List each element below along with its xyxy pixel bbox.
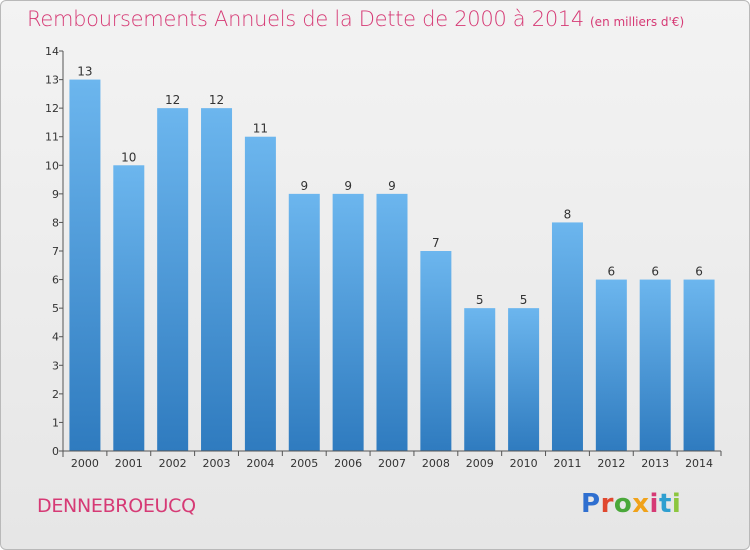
bar (508, 308, 540, 451)
bar-value-label: 10 (121, 150, 136, 164)
logo-letter: P (581, 489, 601, 519)
y-tick-label: 3 (52, 359, 59, 372)
bar (551, 222, 583, 451)
y-tick-label: 4 (52, 331, 59, 344)
bar (420, 251, 452, 451)
bar-value-label: 11 (253, 122, 268, 136)
x-tick-label: 2004 (246, 457, 274, 470)
bar (639, 279, 671, 451)
bar (683, 279, 715, 451)
bar-value-label: 6 (651, 265, 659, 279)
chart-unit-text: (en milliers d'€) (590, 15, 685, 29)
x-tick-label: 2000 (71, 457, 99, 470)
y-tick-label: 1 (52, 416, 59, 429)
bar (69, 79, 101, 452)
y-tick-label: 7 (52, 245, 59, 258)
logo-letter: r (600, 489, 614, 519)
y-tick-label: 8 (52, 216, 59, 229)
chart-title-text: Remboursements Annuels de la Dette de 20… (27, 7, 584, 31)
y-tick-label: 11 (45, 131, 59, 144)
logo-letter: x (632, 489, 650, 519)
bar (113, 165, 145, 452)
y-tick-label: 6 (52, 274, 59, 287)
bar (244, 136, 276, 451)
y-tick-label: 14 (45, 45, 59, 58)
logo-letter: o (613, 489, 633, 519)
x-tick-label: 2014 (685, 457, 713, 470)
x-tick-label: 2009 (466, 457, 494, 470)
bar-value-label: 9 (300, 179, 308, 193)
logo-letter: i (671, 489, 682, 519)
bar-value-label: 8 (564, 207, 572, 221)
x-tick-label: 2010 (510, 457, 538, 470)
bar (332, 193, 364, 451)
x-tick-label: 2007 (378, 457, 406, 470)
x-tick-label: 2006 (334, 457, 362, 470)
bar (201, 108, 233, 452)
commune-name: DENNEBROEUCQ (37, 495, 196, 517)
proxiti-logo: Proxiti (581, 489, 681, 519)
bar (595, 279, 627, 451)
x-tick-label: 2008 (422, 457, 450, 470)
bar-value-label: 12 (165, 93, 180, 107)
bar-value-label: 9 (388, 179, 396, 193)
x-tick-label: 2012 (597, 457, 625, 470)
x-tick-label: 2005 (290, 457, 318, 470)
bar-value-label: 13 (77, 65, 92, 79)
y-tick-label: 2 (52, 388, 59, 401)
x-tick-label: 2003 (203, 457, 231, 470)
bar (288, 193, 320, 451)
y-tick-label: 13 (45, 74, 59, 87)
bar-value-label: 6 (695, 265, 703, 279)
y-tick-label: 5 (52, 302, 59, 315)
y-tick-label: 9 (52, 188, 59, 201)
logo-letter: t (658, 489, 672, 519)
y-tick-label: 10 (45, 159, 59, 172)
bar (157, 108, 189, 452)
logo-letter: i (649, 489, 659, 519)
y-tick-label: 12 (45, 102, 59, 115)
x-tick-label: 2002 (159, 457, 187, 470)
y-tick-label: 0 (52, 445, 59, 458)
bar-value-label: 5 (476, 293, 484, 307)
x-tick-label: 2011 (553, 457, 581, 470)
x-tick-label: 2001 (115, 457, 143, 470)
bar-value-label: 12 (209, 93, 224, 107)
bar (464, 308, 496, 451)
bar (376, 193, 408, 451)
bar-value-label: 5 (520, 293, 528, 307)
chart-title: Remboursements Annuels de la Dette de 20… (27, 7, 684, 31)
bar-value-label: 6 (608, 265, 616, 279)
bar-value-label: 7 (432, 236, 440, 250)
x-tick-label: 2013 (641, 457, 669, 470)
bar-value-label: 9 (344, 179, 352, 193)
